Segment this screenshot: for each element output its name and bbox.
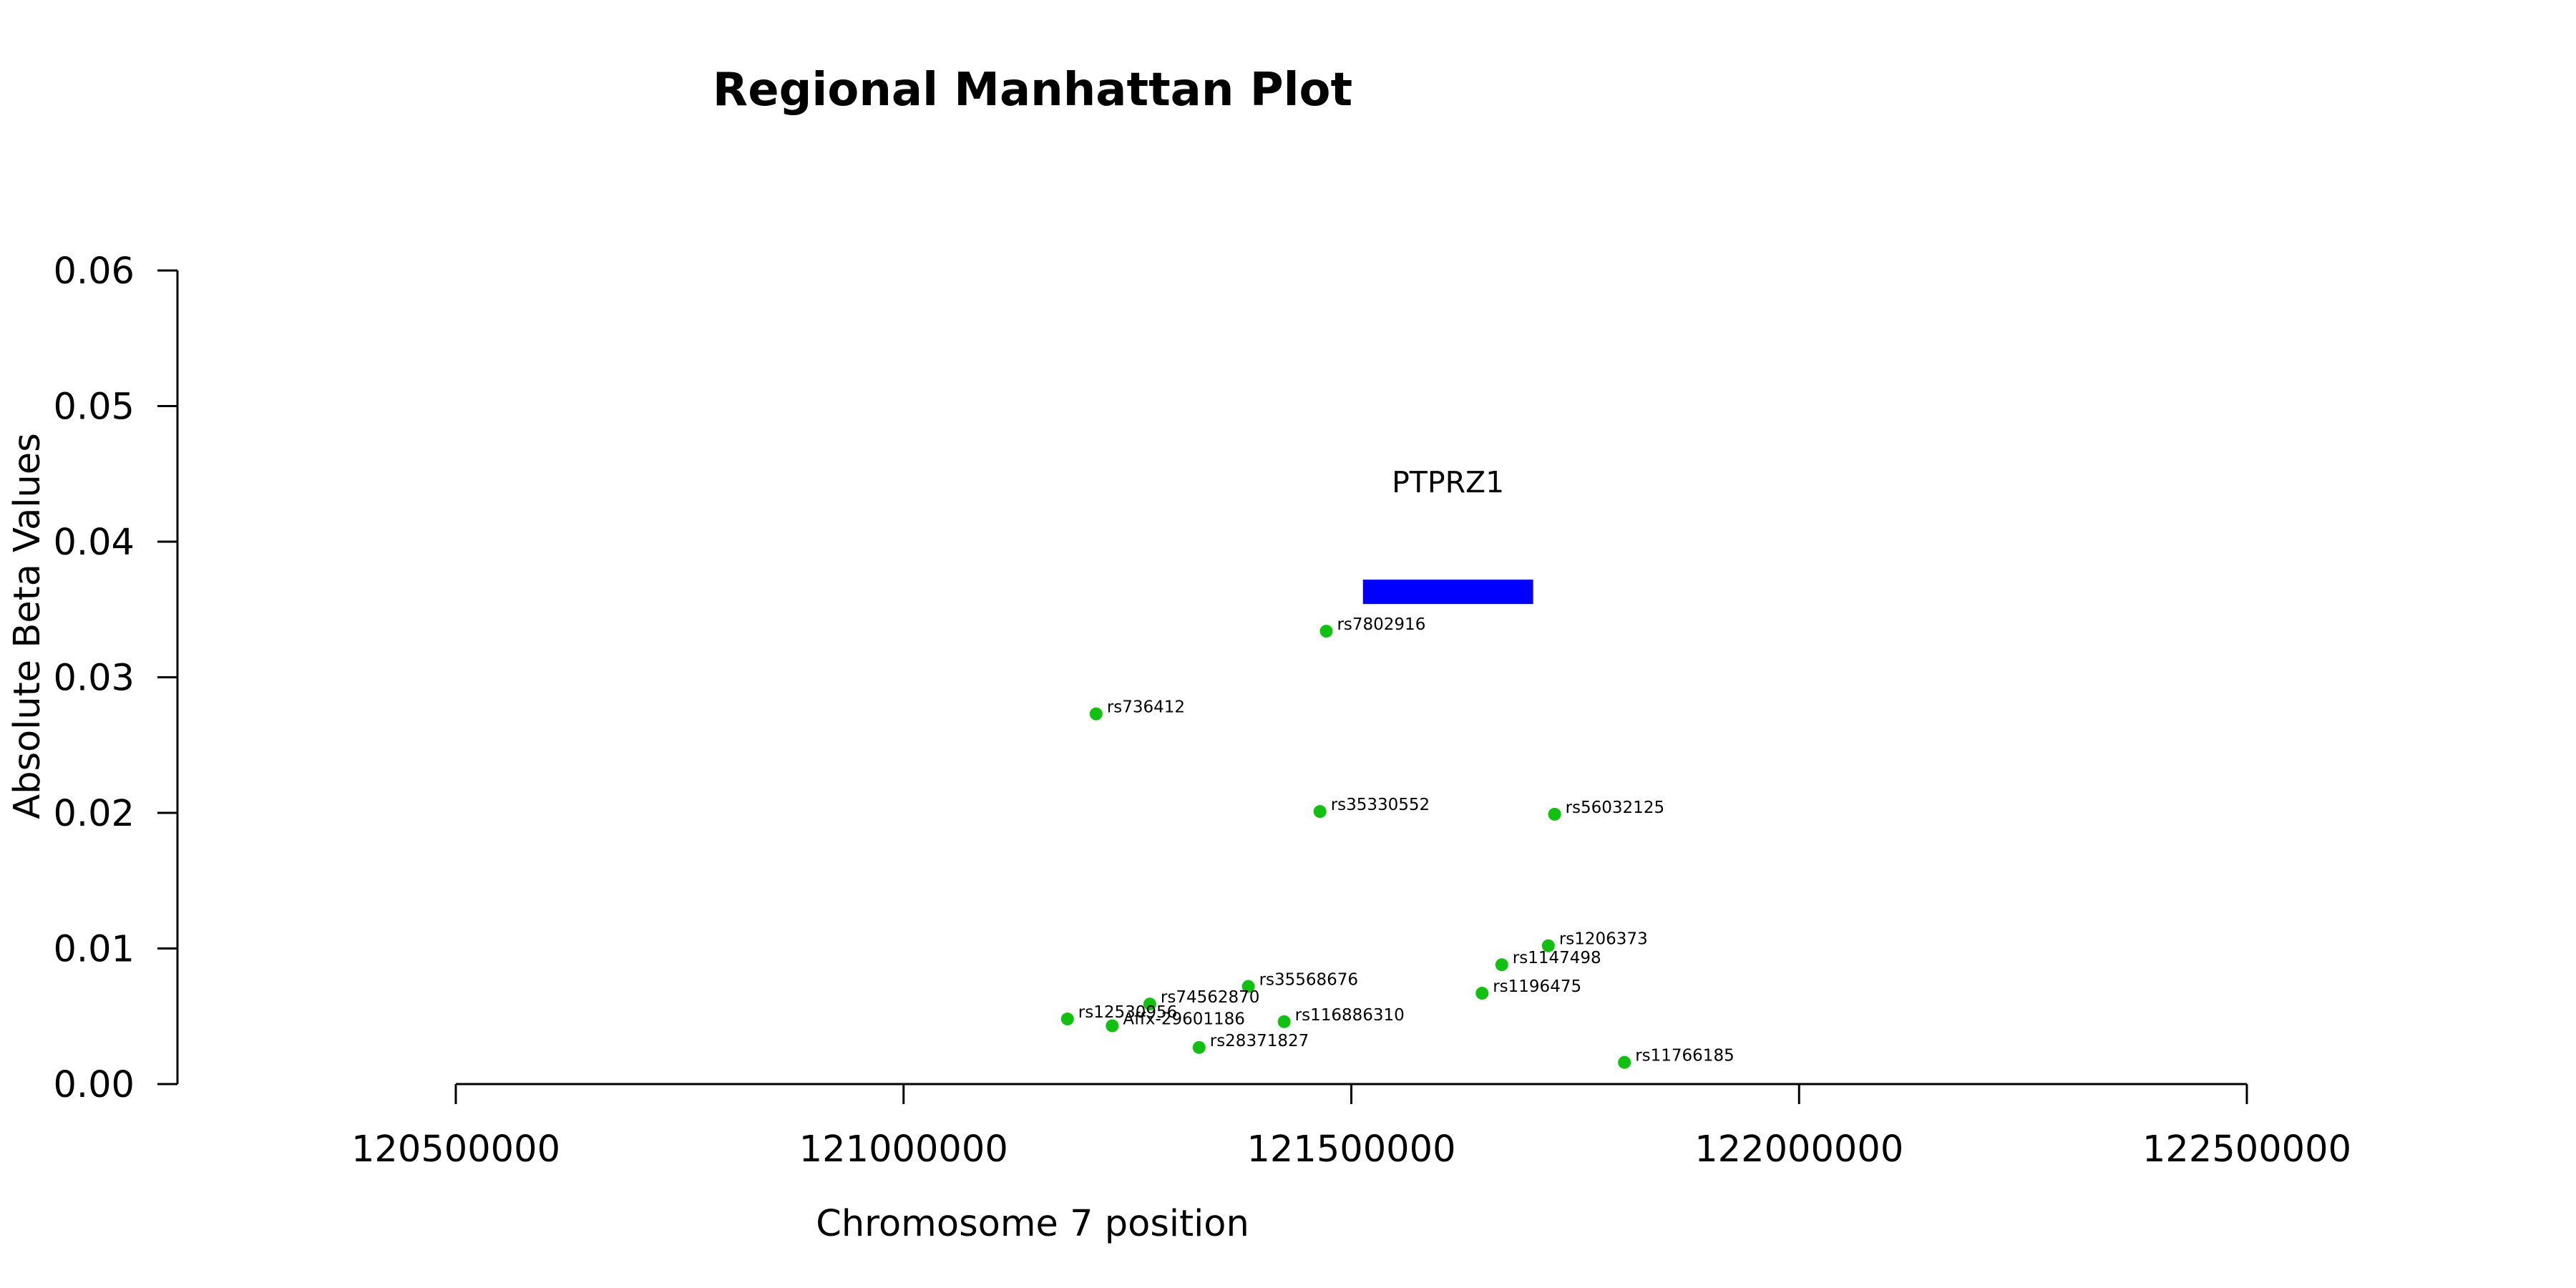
x-tick-label: 120500000 bbox=[351, 1128, 560, 1171]
snp-point bbox=[1495, 958, 1508, 972]
y-tick-label: 0.05 bbox=[53, 386, 135, 429]
y-tick-label: 0.06 bbox=[53, 250, 135, 293]
snp-point bbox=[1313, 805, 1327, 819]
snp-label: rs74562870 bbox=[1161, 988, 1260, 1007]
snp-label: rs1206373 bbox=[1559, 930, 1648, 949]
snp-point bbox=[1143, 997, 1156, 1011]
snp-point bbox=[1060, 1013, 1074, 1026]
y-tick-label: 0.04 bbox=[53, 522, 135, 564]
y-tick-label: 0.01 bbox=[53, 929, 135, 971]
snp-label: rs736412 bbox=[1107, 698, 1185, 717]
snp-point bbox=[1106, 1019, 1119, 1033]
snp-label: rs35330552 bbox=[1331, 796, 1430, 814]
snp-label: Affx-29601186 bbox=[1123, 1010, 1245, 1029]
snp-label: rs1147498 bbox=[1513, 949, 1601, 967]
snp-point bbox=[1475, 987, 1489, 1000]
x-tick-label: 121000000 bbox=[799, 1128, 1008, 1171]
y-axis-ticks: 0.00 0.01 0.02 0.03 0.04 0.05 0.06 bbox=[53, 250, 177, 1106]
snp-label: rs1196475 bbox=[1493, 977, 1581, 996]
snp-point bbox=[1541, 939, 1555, 952]
y-tick-label: 0.03 bbox=[53, 658, 135, 700]
snp-label: rs7802916 bbox=[1337, 615, 1425, 634]
y-axis-label: Absolute Beta Values bbox=[6, 433, 49, 819]
snp-label: rs11766185 bbox=[1635, 1047, 1735, 1065]
snp-label: rs12530956 bbox=[1078, 1003, 1178, 1022]
snp-point bbox=[1618, 1055, 1631, 1069]
snp-point bbox=[1089, 707, 1103, 721]
x-tick-label: 122000000 bbox=[1694, 1128, 1903, 1171]
y-tick-label: 0.00 bbox=[53, 1064, 135, 1106]
x-tick-label: 122500000 bbox=[2142, 1128, 2351, 1171]
snp-point bbox=[1277, 1015, 1291, 1028]
snp-point bbox=[1241, 980, 1255, 993]
snp-label: rs56032125 bbox=[1566, 799, 1665, 817]
snp-label: rs28371827 bbox=[1210, 1032, 1309, 1050]
x-axis-label: Chromosome 7 position bbox=[816, 1203, 1249, 1245]
y-tick-label: 0.02 bbox=[53, 793, 135, 835]
snp-point bbox=[1319, 625, 1333, 638]
gene-track: PTPRZ1 bbox=[1362, 465, 1533, 605]
snp-label: rs116886310 bbox=[1295, 1006, 1405, 1025]
x-axis-ticks: 120500000 121000000 121500000 122000000 1225… bbox=[351, 1084, 2351, 1171]
gene-bar-ptprz1 bbox=[1362, 580, 1533, 605]
chart-title: Regional Manhattan Plot bbox=[713, 64, 1352, 117]
snp-points: rs7802916 rs736412 rs35330552 rs56032125 rs1… bbox=[1060, 615, 1735, 1069]
gene-label: PTPRZ1 bbox=[1392, 465, 1504, 499]
x-tick-label: 121500000 bbox=[1246, 1128, 1455, 1171]
snp-point bbox=[1548, 807, 1561, 821]
snp-label: rs35568676 bbox=[1259, 971, 1359, 990]
snp-point bbox=[1192, 1040, 1206, 1054]
